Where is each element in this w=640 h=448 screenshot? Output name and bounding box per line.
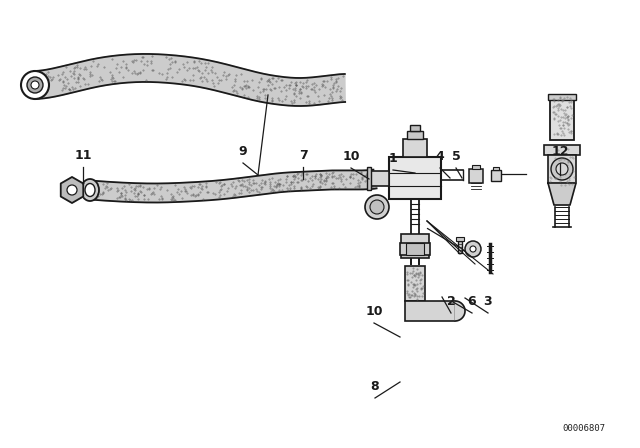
Bar <box>544 145 580 155</box>
Bar <box>410 125 420 131</box>
Text: 5: 5 <box>452 150 460 163</box>
Text: 6: 6 <box>468 295 476 308</box>
Text: 2: 2 <box>447 295 456 308</box>
Bar <box>403 139 427 157</box>
Bar <box>405 234 425 252</box>
Ellipse shape <box>81 179 99 201</box>
Bar <box>401 251 429 258</box>
Circle shape <box>465 241 481 257</box>
Text: 10: 10 <box>365 305 383 318</box>
Bar <box>550 98 574 140</box>
Polygon shape <box>61 177 83 203</box>
Bar <box>406 243 424 255</box>
Ellipse shape <box>85 184 95 197</box>
Text: 10: 10 <box>342 150 360 163</box>
Circle shape <box>27 77 43 93</box>
Text: 8: 8 <box>371 380 380 393</box>
Text: 7: 7 <box>299 149 307 162</box>
Circle shape <box>370 200 384 214</box>
Polygon shape <box>455 301 465 321</box>
Bar <box>401 234 429 252</box>
Bar <box>369 171 389 186</box>
Polygon shape <box>35 54 345 106</box>
Text: 00006807: 00006807 <box>562 424 605 433</box>
Bar <box>456 237 464 241</box>
Circle shape <box>470 246 476 252</box>
Text: 4: 4 <box>436 150 444 163</box>
Text: 1: 1 <box>388 152 397 165</box>
Text: 3: 3 <box>484 295 492 308</box>
Text: 11: 11 <box>74 149 92 162</box>
Bar <box>548 94 576 100</box>
Bar <box>548 155 576 183</box>
Circle shape <box>556 163 568 175</box>
Bar <box>405 266 425 301</box>
Bar <box>458 241 462 253</box>
Polygon shape <box>89 170 376 202</box>
Circle shape <box>551 158 573 180</box>
Bar <box>367 167 371 190</box>
Polygon shape <box>548 183 576 205</box>
Circle shape <box>365 195 389 219</box>
Circle shape <box>67 185 77 195</box>
Text: 9: 9 <box>239 145 247 158</box>
Bar <box>469 169 483 183</box>
Circle shape <box>21 71 49 99</box>
Bar <box>493 167 499 170</box>
Text: 12: 12 <box>551 145 569 158</box>
Bar <box>405 301 455 321</box>
Bar <box>389 157 441 199</box>
Bar <box>407 131 423 139</box>
Circle shape <box>31 81 39 89</box>
Bar <box>491 170 501 181</box>
Bar <box>400 243 430 255</box>
Bar <box>472 165 480 169</box>
